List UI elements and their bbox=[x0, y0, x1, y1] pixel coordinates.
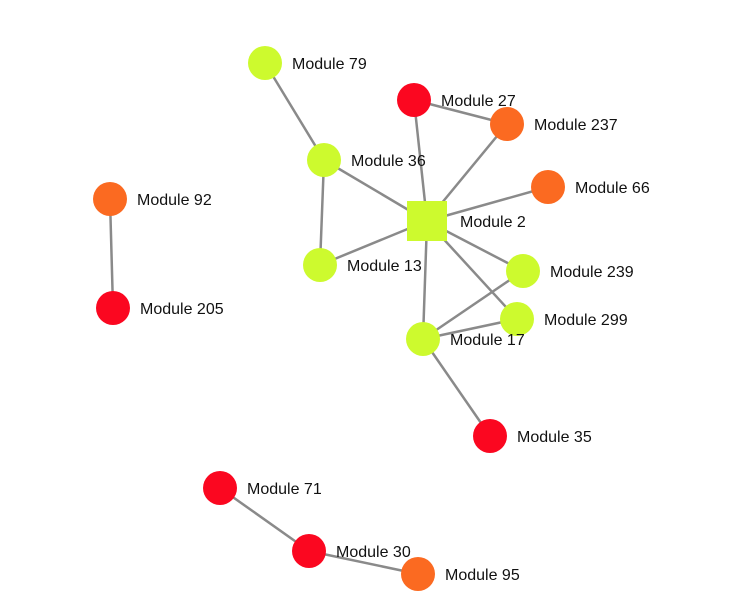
node-m36[interactable] bbox=[307, 143, 341, 177]
node-label-m205: Module 205 bbox=[140, 301, 224, 318]
edge-m17-m35 bbox=[421, 337, 492, 438]
node-label-m79: Module 79 bbox=[292, 56, 367, 73]
edge-m30-m95 bbox=[307, 549, 420, 576]
edge-m66-m2 bbox=[425, 185, 550, 223]
node-m95[interactable] bbox=[401, 557, 435, 591]
edge-m71-m30 bbox=[218, 486, 311, 553]
node-label-m237: Module 237 bbox=[534, 117, 618, 134]
node-label-m71: Module 71 bbox=[247, 481, 322, 498]
node-m27[interactable] bbox=[397, 83, 431, 117]
nodes-layer bbox=[93, 46, 565, 591]
edge-m36-m13 bbox=[318, 158, 326, 267]
node-m299[interactable] bbox=[500, 302, 534, 336]
node-m66[interactable] bbox=[531, 170, 565, 204]
node-m92[interactable] bbox=[93, 182, 127, 216]
node-label-m27: Module 27 bbox=[441, 93, 516, 110]
node-label-m92: Module 92 bbox=[137, 192, 212, 209]
node-label-m2: Module 2 bbox=[460, 214, 526, 231]
node-label-m30: Module 30 bbox=[336, 544, 411, 561]
node-m71[interactable] bbox=[203, 471, 237, 505]
node-label-m35: Module 35 bbox=[517, 429, 592, 446]
node-m237[interactable] bbox=[490, 107, 524, 141]
node-m2[interactable] bbox=[407, 201, 447, 241]
node-label-m13: Module 13 bbox=[347, 258, 422, 275]
edge-m27-m2 bbox=[412, 98, 429, 223]
edge-m79-m36 bbox=[263, 61, 326, 162]
node-m13[interactable] bbox=[303, 248, 337, 282]
edge-m92-m205 bbox=[108, 197, 115, 310]
node-m17[interactable] bbox=[406, 322, 440, 356]
node-label-m36: Module 36 bbox=[351, 153, 426, 170]
node-label-m299: Module 299 bbox=[544, 312, 628, 329]
edge-m17-m239 bbox=[421, 269, 525, 341]
node-label-m95: Module 95 bbox=[445, 567, 520, 584]
node-label-m17: Module 17 bbox=[450, 332, 525, 349]
labels-layer: Module 79 Module 27 Module 237 Module 36 Mod… bbox=[137, 56, 650, 584]
edges-layer bbox=[108, 61, 550, 576]
node-m35[interactable] bbox=[473, 419, 507, 453]
node-label-m239: Module 239 bbox=[550, 264, 634, 281]
node-m79[interactable] bbox=[248, 46, 282, 80]
node-m205[interactable] bbox=[96, 291, 130, 325]
node-m239[interactable] bbox=[506, 254, 540, 288]
node-m30[interactable] bbox=[292, 534, 326, 568]
node-label-m66: Module 66 bbox=[575, 180, 650, 197]
